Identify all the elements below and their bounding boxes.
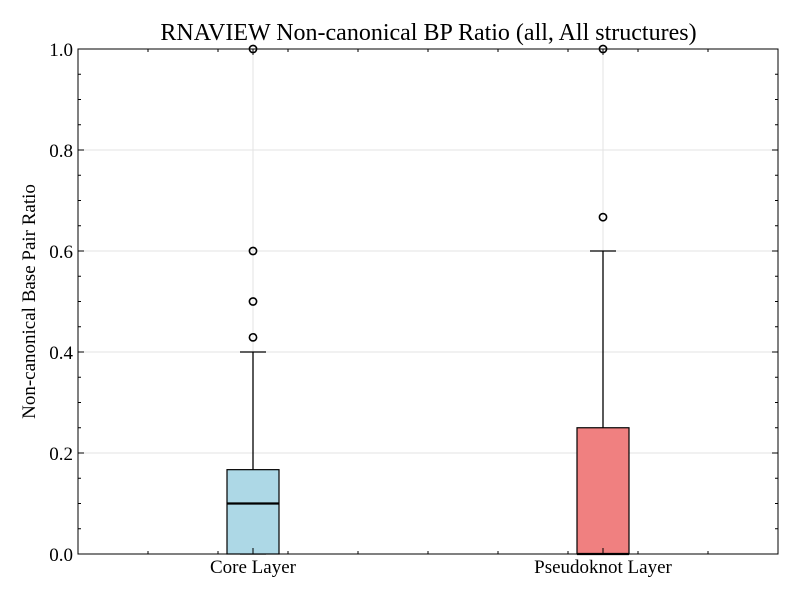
boxes — [226, 44, 630, 556]
box-1 — [226, 469, 280, 555]
y-tick-label: 0.0 — [49, 545, 73, 566]
ticks: 0.0 0.2 0.4 0.6 0.8 1.0 Core Layer Pseudoknot L… — [49, 40, 778, 578]
plot-frame — [77, 48, 779, 555]
y-tick-label: 0.2 — [49, 444, 73, 465]
x-tick-label: Pseudoknot Layer — [534, 557, 672, 578]
outlier-point — [248, 246, 258, 256]
outlier-point — [248, 297, 258, 306]
y-axis-label: Non-canonical Base Pair Ratio — [19, 184, 40, 419]
y-tick-label: 0.8 — [49, 141, 73, 162]
y-tick-label: 0.6 — [49, 242, 73, 263]
x-tick-label: Core Layer — [210, 557, 297, 578]
outlier-point — [248, 332, 258, 342]
y-tick-label: 0.4 — [49, 343, 73, 364]
chart-title: RNAVIEW Non-canonical BP Ratio (all, All… — [160, 20, 696, 46]
grid — [78, 48, 778, 555]
y-tick-label: 1.0 — [49, 40, 73, 61]
box-2 — [576, 427, 630, 555]
outlier-point — [598, 212, 608, 222]
